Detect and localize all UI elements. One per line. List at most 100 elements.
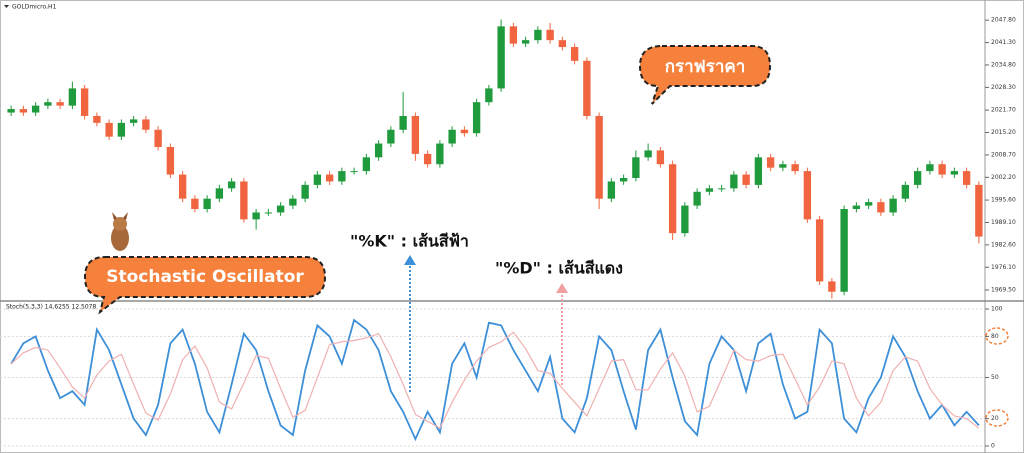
candle-body: [950, 171, 959, 175]
y-tick-label: 2015.20: [991, 129, 1016, 136]
mascot-ear: [123, 212, 128, 220]
candle-body: [913, 171, 922, 185]
y-tick-label: 2008.70: [991, 151, 1016, 158]
candle-body: [938, 164, 946, 175]
candle-body: [717, 188, 726, 190]
y-tick-label: 2047.80: [991, 17, 1016, 24]
candle-body: [791, 164, 799, 172]
mascot: [111, 212, 129, 251]
candle-body: [227, 181, 236, 189]
candle-body: [730, 174, 738, 189]
candle-body: [7, 109, 15, 113]
candle-body: [289, 198, 297, 206]
bubble-shape: [83, 256, 327, 315]
plot-layer: 2047.80 2041.30 2034.80 2028.30 2021.70 2015.…: [0, 17, 1016, 450]
y-tick-label: 1982.60: [991, 241, 1016, 248]
candle-body: [975, 184, 983, 237]
series-line: [10, 331, 980, 430]
candle-body: [766, 157, 775, 168]
candle-body: [901, 184, 910, 199]
candle-body: [693, 191, 701, 206]
candle-body: [558, 40, 567, 48]
candle-body: [619, 178, 628, 182]
candle-body: [472, 102, 481, 134]
menu-triangle: [4, 5, 9, 8]
candle-body: [962, 171, 971, 185]
y-tick-label: 0: [991, 443, 995, 450]
level-highlight: [985, 327, 1009, 345]
candle-body: [387, 129, 395, 144]
candle-body: [926, 164, 934, 172]
price-bubble: กราฟราคา: [638, 45, 772, 105]
candle-body: [840, 209, 848, 292]
y-tick-label: 1989.10: [991, 219, 1016, 226]
candle-body: [509, 26, 518, 44]
candle-body: [681, 205, 689, 234]
y-tick-label: 80: [991, 333, 999, 340]
candle-body: [460, 129, 469, 134]
y-tick-label: 1969.50: [991, 287, 1016, 294]
candle-body: [436, 143, 444, 165]
candle-body: [889, 198, 897, 213]
candle-body: [44, 102, 52, 106]
candle-body: [142, 119, 150, 130]
candle-body: [362, 157, 371, 172]
candle-body: [803, 171, 812, 220]
candle-body: [448, 129, 456, 144]
candle-body: [742, 174, 750, 185]
y-tick-label: 20: [991, 415, 999, 422]
candle-body: [203, 198, 211, 210]
candle-body: [93, 115, 101, 123]
candle-body: [546, 29, 554, 41]
candle-body: [864, 202, 873, 206]
candle-body: [240, 181, 248, 220]
candle-body: [583, 60, 591, 116]
candle-body: [350, 171, 358, 173]
stoch-bubble: Stochastic Oscillator: [83, 256, 327, 315]
candle-body: [166, 146, 175, 175]
candle-body: [301, 184, 309, 199]
candle-body: [877, 202, 885, 213]
candle-body: [19, 109, 28, 113]
candle-body: [411, 115, 420, 154]
candle-body: [313, 174, 322, 185]
d-label: "%D" : เส้นสีแดง: [495, 259, 623, 278]
series-line: [10, 318, 980, 442]
candle-body: [68, 88, 77, 106]
y-tick-label: 2028.30: [991, 84, 1016, 91]
y-tick-label: 1976.10: [991, 264, 1016, 271]
candle-body: [105, 122, 113, 137]
y-tick-label: 100: [991, 306, 1003, 313]
candle-body: [129, 119, 138, 123]
price-chart-title: GOLDmicro,H1: [12, 4, 57, 11]
candle-body: [56, 102, 64, 106]
candle-body: [595, 115, 603, 199]
candle-body: [178, 174, 187, 199]
candle-body: [154, 129, 162, 147]
candle-body: [668, 164, 677, 234]
candle-body: [656, 150, 665, 165]
candle-body: [705, 188, 714, 192]
y-tick-label: 1995.60: [991, 197, 1016, 204]
candle-body: [325, 174, 334, 182]
candle-body: [252, 212, 260, 220]
y-tick-label: 2041.30: [991, 39, 1016, 46]
candle-body: [191, 198, 199, 210]
bubble-shape: [638, 45, 772, 105]
candle-body: [31, 105, 40, 113]
candle-body: [632, 157, 640, 179]
candle-body: [374, 143, 383, 158]
candle-body: [534, 29, 542, 41]
mascot-body: [111, 225, 129, 251]
mascot-ear: [112, 212, 117, 220]
stoch-title: Stoch(5,3,3) 14.6255 12.5078: [6, 304, 97, 311]
candle-body: [423, 153, 432, 165]
y-tick-label: 2021.70: [991, 107, 1016, 114]
bubble-text: กราฟราคา: [665, 57, 746, 77]
candle-body: [754, 157, 763, 185]
candle-body: [570, 47, 579, 61]
candle-body: [497, 26, 505, 89]
d-arrowhead: [556, 283, 568, 293]
